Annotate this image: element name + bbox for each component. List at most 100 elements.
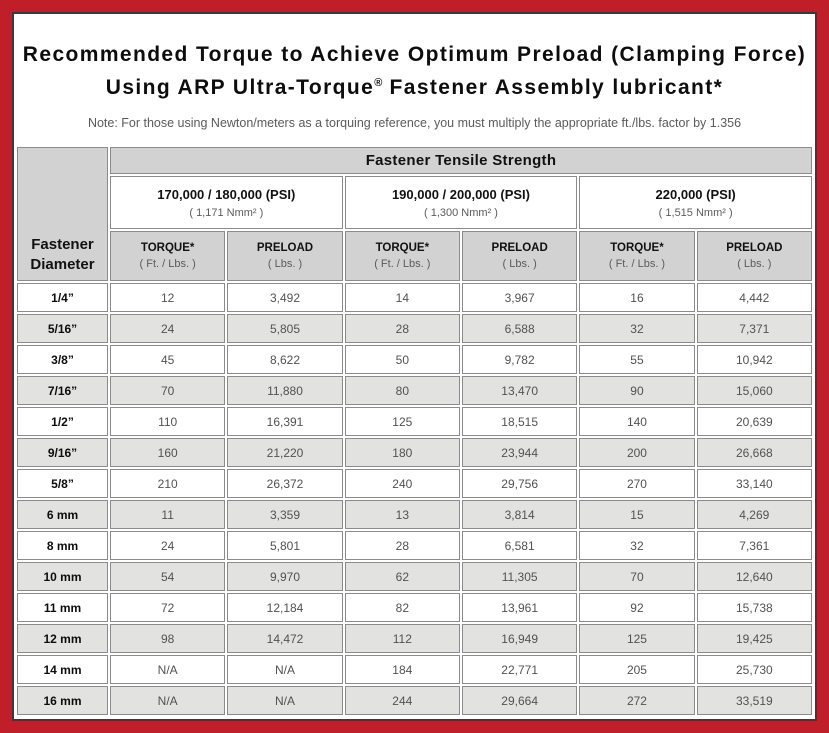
value-cell: 160: [110, 438, 226, 467]
value-cell: 10,942: [696, 345, 812, 374]
value-cell: 54: [110, 562, 226, 591]
value-cell: 11,305: [461, 562, 578, 591]
table-row: 10 mm 54 9,970 62 11,305 70 12,640: [17, 562, 812, 591]
table-body: 1/4” 12 3,492 14 3,967 16 4,442 5/16” 24 5,805 28 6…: [17, 283, 812, 715]
value-cell: N/A: [227, 655, 343, 684]
value-cell: 125: [344, 407, 460, 436]
value-cell: 24: [110, 314, 226, 343]
newton-meters-note: Note: For those using Newton/meters as a…: [87, 116, 742, 130]
value-cell: 3,967: [461, 283, 578, 312]
value-cell: 4,269: [696, 500, 812, 529]
value-cell: 20,639: [696, 407, 812, 436]
page-title: Recommended Torque to Achieve Optimum Pr…: [14, 40, 815, 102]
value-cell: 11: [110, 500, 226, 529]
preload-unit: ( Lbs. ): [267, 258, 303, 270]
value-cell: 29,664: [461, 686, 578, 715]
diameter-cell: 10 mm: [17, 562, 108, 591]
value-cell: 200: [579, 438, 695, 467]
diameter-cell: 12 mm: [17, 624, 108, 653]
value-cell: 16,949: [461, 624, 578, 653]
table-row: 7/16” 70 11,880 80 13,470 90 15,060: [17, 376, 812, 405]
value-cell: 14,472: [227, 624, 343, 653]
value-cell: 22,771: [461, 655, 578, 684]
value-cell: N/A: [110, 655, 226, 684]
title-line-2-post: Fastener Assembly lubricant*: [382, 76, 724, 99]
table-row: 6 mm 11 3,359 13 3,814 15 4,269: [17, 500, 812, 529]
value-cell: 23,944: [461, 438, 578, 467]
diameter-cell: 16 mm: [17, 686, 108, 715]
title-line-2-pre: Using ARP Ultra-Torque: [105, 76, 375, 99]
value-cell: 240: [344, 469, 460, 498]
value-cell: 3,492: [227, 283, 343, 312]
diameter-cell: 14 mm: [17, 655, 108, 684]
preload-label: PRELOAD: [726, 242, 783, 254]
value-cell: 140: [579, 407, 695, 436]
value-cell: 70: [579, 562, 695, 591]
preload-column-header-2: PRELOAD ( Lbs. ): [461, 231, 578, 281]
value-cell: 9,782: [461, 345, 578, 374]
preload-unit: ( Lbs. ): [502, 258, 537, 270]
psi-label: 220,000 (PSI): [655, 186, 736, 202]
value-cell: 180: [344, 438, 460, 467]
value-cell: 110: [110, 407, 226, 436]
torque-column-header-2: TORQUE* ( Ft. / Lbs. ): [344, 231, 460, 281]
table-row: 14 mm N/A N/A 184 22,771 205 25,730: [17, 655, 812, 684]
table-row: 3/8” 45 8,622 50 9,782 55 10,942: [17, 345, 812, 374]
value-cell: 32: [579, 531, 695, 560]
diameter-cell: 5/16”: [17, 314, 108, 343]
value-cell: 15,060: [696, 376, 812, 405]
table-row: 5/16” 24 5,805 28 6,588 32 7,371: [17, 314, 812, 343]
value-cell: 32: [579, 314, 695, 343]
table-row: 11 mm 72 12,184 82 13,961 92 15,738: [17, 593, 812, 622]
value-cell: 26,668: [696, 438, 812, 467]
value-cell: 7,361: [696, 531, 812, 560]
value-cell: 12,184: [227, 593, 343, 622]
title-line-1: Recommended Torque to Achieve Optimum Pr…: [22, 43, 807, 66]
value-cell: 72: [110, 593, 226, 622]
value-cell: 4,442: [696, 283, 812, 312]
torque-column-header-1: TORQUE* ( Ft. / Lbs. ): [110, 231, 226, 281]
registered-trademark-symbol: ®: [374, 77, 383, 89]
value-cell: 21,220: [227, 438, 343, 467]
preload-label: PRELOAD: [256, 242, 314, 254]
value-cell: 28: [344, 314, 460, 343]
value-cell: 13: [344, 500, 460, 529]
torque-unit: ( Ft. / Lbs. ): [374, 258, 431, 270]
value-cell: 6,588: [461, 314, 578, 343]
diameter-cell: 6 mm: [17, 500, 108, 529]
value-cell: 80: [344, 376, 460, 405]
value-cell: 70: [110, 376, 226, 405]
value-cell: 210: [110, 469, 226, 498]
value-cell: 19,425: [696, 624, 812, 653]
torque-label: TORQUE*: [375, 242, 430, 254]
diameter-cell: 11 mm: [17, 593, 108, 622]
preload-column-header-1: PRELOAD ( Lbs. ): [227, 231, 343, 281]
value-cell: 5,805: [227, 314, 343, 343]
psi-group-190-200: 190,000 / 200,000 (PSI) ( 1,300 Nmm² ): [344, 176, 578, 229]
value-cell: 16,391: [227, 407, 343, 436]
value-cell: 55: [579, 345, 695, 374]
fastener-diameter-header-line1: Fastener: [31, 236, 94, 253]
nmm-label: ( 1,515 Nmm² ): [658, 206, 733, 219]
psi-group-170-180: 170,000 / 180,000 (PSI) ( 1,171 Nmm² ): [110, 176, 343, 229]
nmm-label: ( 1,171 Nmm² ): [189, 206, 264, 219]
value-cell: 29,756: [461, 469, 578, 498]
diameter-cell: 1/2”: [17, 407, 108, 436]
value-cell: 24: [110, 531, 226, 560]
value-cell: 26,372: [227, 469, 343, 498]
preload-column-header-3: PRELOAD ( Lbs. ): [696, 231, 812, 281]
diameter-cell: 9/16”: [17, 438, 108, 467]
diameter-cell: 1/4”: [17, 283, 108, 312]
value-cell: 90: [579, 376, 695, 405]
table-row: 1/2” 110 16,391 125 18,515 140 20,639: [17, 407, 812, 436]
value-cell: 50: [344, 345, 460, 374]
value-cell: 125: [579, 624, 695, 653]
value-cell: 5,801: [227, 531, 343, 560]
psi-label: 190,000 / 200,000 (PSI): [391, 186, 530, 202]
torque-preload-table: Fastener Diameter Fastener Tensile Stren…: [15, 145, 814, 717]
value-cell: 12: [110, 283, 226, 312]
fastener-diameter-header: Fastener Diameter: [17, 147, 108, 281]
value-cell: 3,814: [461, 500, 578, 529]
value-cell: 62: [344, 562, 460, 591]
value-cell: 13,470: [461, 376, 578, 405]
